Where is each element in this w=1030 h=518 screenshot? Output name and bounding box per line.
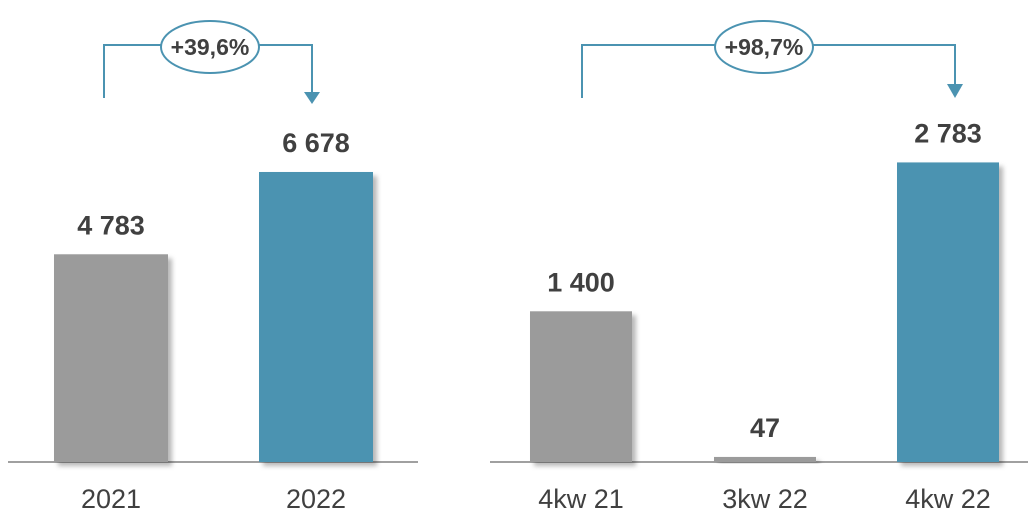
category-label-2021: 2021 (81, 484, 141, 514)
bar-group-2021: 4 783 2021 (54, 210, 168, 514)
arrow-head-icon (304, 92, 320, 104)
category-label-4kw-22: 4kw 22 (905, 484, 991, 514)
value-label-2021: 4 783 (77, 210, 145, 240)
change-bubble (160, 20, 260, 74)
bar-4kw-22 (897, 162, 999, 463)
bar-4kw-21 (530, 311, 632, 462)
change-bubble (714, 20, 814, 74)
value-label-4kw-22: 2 783 (914, 118, 982, 148)
bar-3kw-22 (714, 456, 816, 462)
value-label-4kw-21: 1 400 (547, 267, 615, 297)
change-label: +98,7% (725, 34, 804, 60)
bar-2022 (259, 171, 373, 462)
category-label-2022: 2022 (286, 484, 346, 514)
category-label-3kw-22: 3kw 22 (722, 484, 808, 514)
bar-group-4kw22: 2 783 4kw 22 (897, 118, 999, 514)
change-connector (103, 20, 320, 104)
change-label: +39,6% (171, 34, 250, 60)
value-label-3kw-22: 47 (750, 413, 780, 443)
bar-group-3kw22: 47 3kw 22 (714, 413, 816, 514)
value-label-2022: 6 678 (282, 128, 350, 158)
bar-group-4kw21: 1 400 4kw 21 (530, 267, 632, 514)
chart-quarterly: +98,7% 1 400 4kw 21 47 3kw 22 2 783 4kw … (490, 20, 1028, 514)
bar-2021 (54, 254, 168, 462)
category-label-4kw-21: 4kw 21 (538, 484, 624, 514)
chart-annual: +39,6% 4 783 2021 6 678 2022 (8, 20, 418, 514)
bar-group-2022: 6 678 2022 (259, 128, 373, 514)
arrow-head-icon (947, 84, 963, 98)
change-connector (581, 20, 963, 98)
